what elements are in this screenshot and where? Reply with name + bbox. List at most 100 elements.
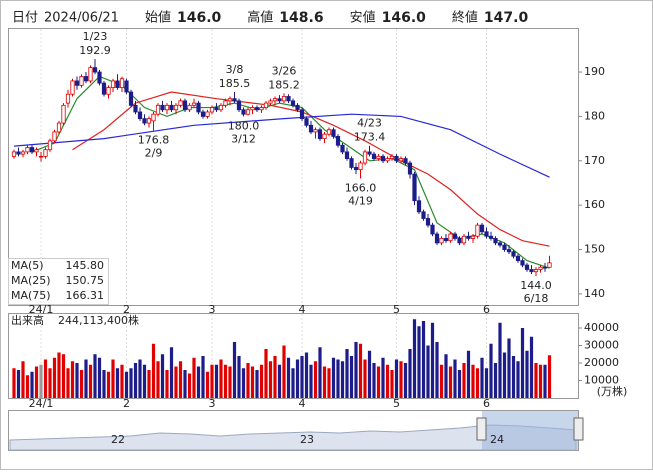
header-label: 始値: [145, 10, 171, 26]
candle-body: [317, 129, 323, 140]
y-tick-label: 40000: [584, 321, 619, 334]
volume-bar: [169, 347, 174, 398]
candle-body: [146, 118, 152, 124]
volume-bar: [385, 364, 390, 398]
header-value: 2024/06/21: [44, 11, 119, 26]
header-value: 146.0: [382, 10, 427, 26]
candle-body: [65, 93, 71, 104]
legend-value: 166.31: [66, 289, 105, 302]
volume-bar: [489, 343, 493, 398]
candle-body: [200, 111, 206, 117]
candle-body: [308, 124, 314, 133]
candle-body: [380, 155, 386, 162]
volume-bar: [538, 364, 543, 398]
candle-body: [520, 260, 525, 266]
volume-bar: [30, 371, 34, 398]
candle-body: [488, 235, 494, 239]
volume-bar: [471, 364, 475, 398]
y-tick-label: 160: [584, 198, 605, 211]
volume-bar: [138, 359, 142, 398]
candle-body: [493, 238, 498, 244]
volume-bar: [201, 356, 205, 398]
candle-body: [358, 162, 363, 171]
volume-bar: [75, 363, 79, 398]
candle-body: [124, 80, 129, 93]
annotation-date: 3/8: [226, 63, 244, 76]
candle-body: [160, 104, 165, 111]
volume-bar: [502, 352, 507, 398]
candle-body: [425, 218, 431, 226]
y-tick-label: 180: [584, 109, 605, 122]
header: 日付 2024/06/21 始値 146.0 高値 148.6 安値 146.0 終値 147.0: [12, 10, 528, 27]
x-tick-label: 4: [299, 303, 306, 316]
legend: [8, 258, 109, 305]
volume-bar: [291, 368, 295, 398]
volume-bar: [520, 328, 525, 398]
candle-body: [29, 147, 35, 153]
candle-body: [524, 264, 530, 270]
candle-body: [349, 158, 354, 168]
volume-bar: [48, 368, 52, 398]
volume-total: 244,113,400株: [58, 313, 139, 327]
volume-unit: (万株): [597, 384, 628, 398]
volume-bar: [70, 361, 75, 398]
volume-bar: [61, 354, 66, 398]
candle-body: [448, 233, 453, 242]
annotation-price: 173.4: [354, 131, 386, 144]
candle-body: [250, 107, 255, 111]
volume-bar: [52, 357, 57, 398]
volume-bar: [309, 364, 313, 398]
volume-bar: [282, 345, 286, 398]
candle-body: [295, 104, 300, 111]
annotation-price: 185.2: [268, 78, 300, 91]
volume-bar: [457, 370, 462, 398]
volume-bar: [156, 361, 160, 398]
candle-body: [407, 162, 413, 175]
candle-body: [367, 151, 372, 155]
candle-body: [385, 158, 390, 162]
navigator-window[interactable]: [482, 411, 578, 450]
annotation-date: 6/18: [524, 292, 549, 305]
candle-body: [11, 151, 17, 157]
navigator-handle[interactable]: [573, 417, 584, 441]
candle-body: [187, 104, 192, 111]
candle-body: [313, 129, 318, 133]
volume-bar: [399, 361, 403, 398]
header-value: 146.0: [177, 10, 222, 26]
x-tick-label: 4: [299, 397, 306, 410]
candle-body: [196, 102, 201, 113]
candle-body: [331, 129, 336, 137]
volume-bar: [439, 364, 444, 398]
candle-body: [47, 140, 53, 151]
candle-body: [106, 87, 111, 95]
volume-bar: [124, 371, 129, 398]
volume-bar: [322, 366, 327, 398]
volume-bar: [25, 375, 30, 398]
candle-body: [205, 111, 210, 117]
volume-bar: [129, 368, 133, 398]
candle-body: [218, 104, 224, 111]
y-tick-label: 30000: [584, 339, 619, 352]
annotation-date: 4/23: [357, 117, 382, 130]
volume-bar: [210, 364, 214, 398]
volume-bar: [259, 364, 264, 398]
volume-bar: [376, 366, 381, 398]
volume-bar: [237, 356, 241, 398]
x-tick-label: 24/1: [29, 303, 54, 316]
volume-bar: [228, 366, 232, 398]
volume-bar: [66, 368, 70, 398]
candle-body: [376, 155, 381, 159]
candle-body: [470, 235, 476, 239]
candle-body: [290, 100, 296, 106]
candle-body: [245, 109, 251, 115]
legend-name: MA(75): [11, 289, 51, 302]
candle-body: [227, 98, 233, 102]
volume-bar: [16, 370, 21, 398]
volume-bar: [165, 370, 169, 398]
y-tick-label: 140: [584, 287, 605, 300]
volume-bar: [88, 364, 93, 398]
x-tick-label: 5: [393, 303, 400, 316]
candle-body: [142, 118, 147, 124]
navigator-handle[interactable]: [476, 417, 487, 441]
candle-body: [151, 113, 156, 122]
